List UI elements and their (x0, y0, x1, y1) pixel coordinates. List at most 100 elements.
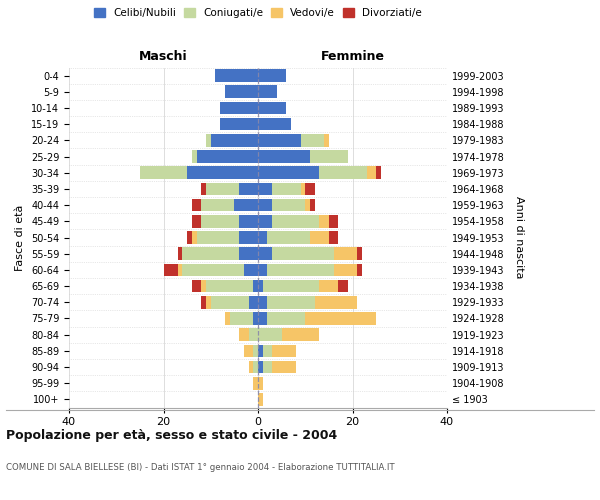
Bar (268, 312, 305, 325)
Bar (281, 328, 319, 341)
Bar (367, 166, 376, 179)
Bar (338, 280, 348, 292)
Bar (244, 264, 258, 276)
Bar (268, 264, 334, 276)
Bar (215, 70, 258, 82)
Bar (140, 166, 187, 179)
Bar (253, 312, 258, 325)
Text: Popolazione per età, sesso e stato civile - 2004: Popolazione per età, sesso e stato civil… (6, 430, 337, 442)
Bar (258, 86, 277, 98)
Bar (357, 248, 362, 260)
Bar (376, 166, 381, 179)
Bar (301, 134, 324, 146)
Text: Femmine: Femmine (320, 50, 385, 62)
Bar (211, 296, 248, 308)
Bar (178, 248, 182, 260)
Bar (220, 118, 258, 130)
Bar (334, 248, 357, 260)
Bar (272, 182, 301, 195)
Bar (272, 199, 305, 211)
Bar (206, 134, 211, 146)
Bar (272, 215, 319, 228)
Bar (253, 280, 258, 292)
Bar (272, 344, 296, 357)
Bar (202, 280, 206, 292)
Bar (268, 296, 314, 308)
Bar (187, 231, 192, 244)
Bar (211, 134, 258, 146)
Bar (253, 377, 258, 390)
Bar (197, 150, 258, 163)
Bar (258, 231, 268, 244)
Bar (258, 150, 310, 163)
Bar (324, 134, 329, 146)
Bar (258, 215, 272, 228)
Bar (239, 328, 248, 341)
Bar (334, 264, 357, 276)
Bar (248, 360, 253, 374)
Bar (225, 86, 258, 98)
Text: Maschi: Maschi (139, 50, 188, 62)
Bar (178, 264, 182, 276)
Bar (192, 231, 197, 244)
Bar (263, 360, 272, 374)
Bar (301, 182, 305, 195)
Bar (310, 231, 329, 244)
Bar (305, 312, 376, 325)
Bar (206, 280, 253, 292)
Bar (239, 231, 258, 244)
Bar (239, 248, 258, 260)
Bar (225, 312, 230, 325)
Bar (206, 296, 211, 308)
Bar (244, 344, 253, 357)
Bar (206, 182, 239, 195)
Bar (202, 199, 235, 211)
Bar (258, 264, 268, 276)
Bar (258, 296, 268, 308)
Bar (163, 264, 178, 276)
Bar (272, 248, 334, 260)
Bar (310, 150, 348, 163)
Bar (268, 231, 310, 244)
Bar (258, 102, 286, 114)
Bar (202, 182, 206, 195)
Bar (220, 102, 258, 114)
Bar (248, 296, 258, 308)
Bar (192, 199, 202, 211)
Bar (305, 199, 310, 211)
Bar (202, 296, 206, 308)
Bar (258, 328, 281, 341)
Bar (239, 182, 258, 195)
Bar (258, 134, 301, 146)
Bar (314, 296, 357, 308)
Bar (258, 70, 286, 82)
Bar (192, 150, 197, 163)
Bar (202, 215, 239, 228)
Bar (258, 166, 319, 179)
Bar (263, 344, 272, 357)
Bar (305, 182, 314, 195)
Bar (248, 328, 258, 341)
Bar (253, 344, 258, 357)
Bar (310, 199, 315, 211)
Bar (258, 182, 272, 195)
Bar (258, 377, 263, 390)
Bar (258, 118, 291, 130)
Bar (263, 280, 319, 292)
Bar (239, 215, 258, 228)
Bar (272, 360, 296, 374)
Bar (230, 312, 253, 325)
Legend: Celibi/Nubili, Coniugati/e, Vedovi/e, Divorziati/e: Celibi/Nubili, Coniugati/e, Vedovi/e, Di… (91, 5, 425, 21)
Y-axis label: Anni di nascita: Anni di nascita (514, 196, 524, 279)
Bar (329, 215, 338, 228)
Text: COMUNE DI SALA BIELLESE (BI) - Dati ISTAT 1° gennaio 2004 - Elaborazione TUTTITA: COMUNE DI SALA BIELLESE (BI) - Dati ISTA… (6, 464, 395, 472)
Bar (187, 166, 258, 179)
Bar (258, 280, 263, 292)
Bar (192, 280, 202, 292)
Bar (258, 393, 263, 406)
Bar (319, 215, 329, 228)
Bar (258, 248, 272, 260)
Bar (258, 344, 263, 357)
Bar (182, 264, 244, 276)
Bar (319, 166, 367, 179)
